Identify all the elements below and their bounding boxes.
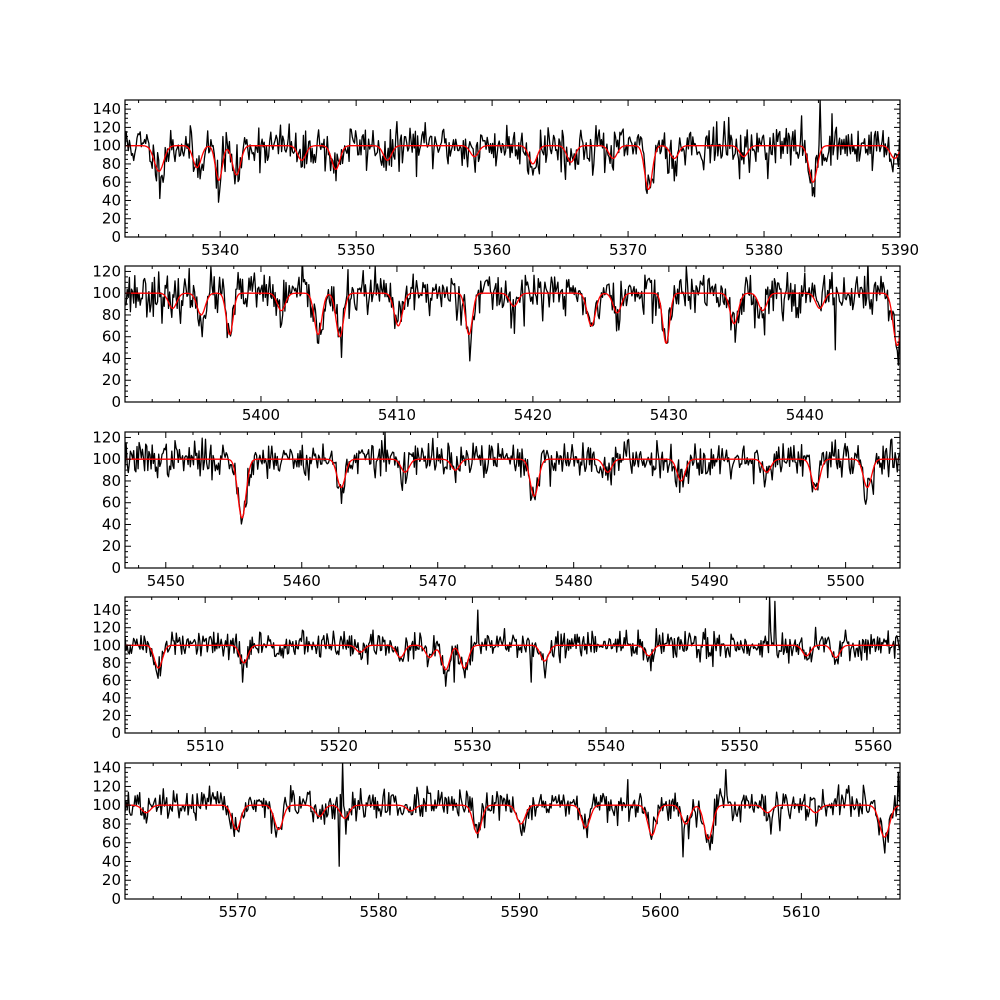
model-spectrum-line [125, 804, 900, 840]
x-tick-label: 5600 [641, 903, 679, 921]
x-tick-label: 5460 [283, 572, 321, 590]
y-tick-label: 20 [102, 537, 121, 555]
x-tick-label: 5480 [555, 572, 593, 590]
y-tick-label: 20 [102, 871, 121, 889]
axes-frame [124, 596, 901, 734]
spectrum-panel-3: 5450 5460 5470 5480 5490 5500 0 20 40 60 80 100 120 [92, 428, 901, 590]
y-tick-label: 80 [102, 472, 121, 490]
y-tick-label: 100 [92, 137, 121, 155]
axes-frame [124, 762, 901, 900]
y-tick-label: 0 [111, 724, 121, 742]
x-tick-label: 5370 [609, 241, 647, 259]
y-tick-label: 120 [92, 428, 121, 446]
y-tick-label: 120 [92, 619, 121, 637]
x-tick-label: 5400 [242, 406, 280, 424]
y-tick-label: 60 [102, 173, 121, 191]
x-tick-label: 5610 [782, 903, 820, 921]
axes-frame [124, 99, 901, 238]
x-tick-label: 5420 [514, 406, 552, 424]
y-tick-label: 120 [92, 777, 121, 795]
y-tick-label: 100 [92, 796, 121, 814]
x-tick-label: 5410 [378, 406, 416, 424]
y-tick-label: 40 [102, 689, 121, 707]
y-tick-label: 120 [92, 262, 121, 280]
x-tick-label: 5390 [881, 241, 919, 259]
model-spectrum-line [125, 458, 900, 519]
x-tick-label: 5530 [453, 737, 491, 755]
observed-spectrum-line [125, 597, 900, 687]
x-tick-label: 5550 [721, 737, 759, 755]
y-tick-label: 40 [102, 515, 121, 533]
y-tick-label: 60 [102, 494, 121, 512]
y-tick-label: 140 [92, 601, 121, 619]
spectrum-panel-2: 5400 5410 5420 5430 5440 0 20 40 60 80 100 120 [92, 262, 901, 424]
x-tick-label: 5590 [500, 903, 538, 921]
axes-frame [124, 431, 901, 569]
y-tick-label: 0 [111, 228, 121, 246]
x-tick-label: 5540 [587, 737, 625, 755]
x-tick-label: 5500 [827, 572, 865, 590]
x-tick-label: 5380 [745, 241, 783, 259]
observed-spectrum-line [125, 266, 900, 366]
observed-spectrum-line [125, 100, 900, 203]
y-tick-label: 0 [111, 393, 121, 411]
model-spectrum-line [125, 644, 900, 671]
y-tick-label: 20 [102, 706, 121, 724]
y-tick-label: 60 [102, 834, 121, 852]
x-tick-label: 5440 [786, 406, 824, 424]
x-tick-label: 5520 [320, 737, 358, 755]
observed-spectrum-line [125, 763, 900, 867]
x-tick-label: 5340 [201, 241, 239, 259]
axes-frame [124, 265, 901, 403]
x-tick-label: 5580 [360, 903, 398, 921]
y-tick-label: 100 [92, 636, 121, 654]
y-tick-label: 0 [111, 890, 121, 908]
y-tick-label: 80 [102, 815, 121, 833]
y-tick-label: 80 [102, 155, 121, 173]
observed-spectrum-line [125, 432, 900, 525]
y-tick-label: 140 [92, 100, 121, 118]
y-tick-label: 100 [92, 450, 121, 468]
y-tick-label: 140 [92, 759, 121, 777]
spectrum-panel-1: 5340 5350 5360 5370 5380 5390 0204060801001201… [92, 99, 919, 259]
model-spectrum-line [125, 292, 900, 347]
x-tick-label: 5560 [854, 737, 892, 755]
spectrum-panel-4: 5510 5520 5530 5540 5550 5560 0204060801001201… [92, 596, 901, 755]
x-tick-label: 5470 [419, 572, 457, 590]
y-tick-label: 60 [102, 671, 121, 689]
y-tick-label: 40 [102, 852, 121, 870]
x-tick-label: 5350 [337, 241, 375, 259]
model-spectrum-line [125, 145, 900, 191]
y-tick-label: 80 [102, 654, 121, 672]
y-tick-label: 20 [102, 210, 121, 228]
x-tick-label: 5570 [219, 903, 257, 921]
y-tick-label: 40 [102, 191, 121, 209]
y-tick-label: 0 [111, 559, 121, 577]
y-tick-label: 60 [102, 328, 121, 346]
x-tick-label: 5360 [473, 241, 511, 259]
y-tick-label: 100 [92, 284, 121, 302]
y-tick-label: 20 [102, 371, 121, 389]
x-tick-label: 5510 [186, 737, 224, 755]
x-tick-label: 5490 [691, 572, 729, 590]
y-tick-label: 40 [102, 349, 121, 367]
y-tick-label: 120 [92, 118, 121, 136]
x-tick-label: 5430 [650, 406, 688, 424]
x-tick-label: 5450 [147, 572, 185, 590]
y-tick-label: 80 [102, 306, 121, 324]
